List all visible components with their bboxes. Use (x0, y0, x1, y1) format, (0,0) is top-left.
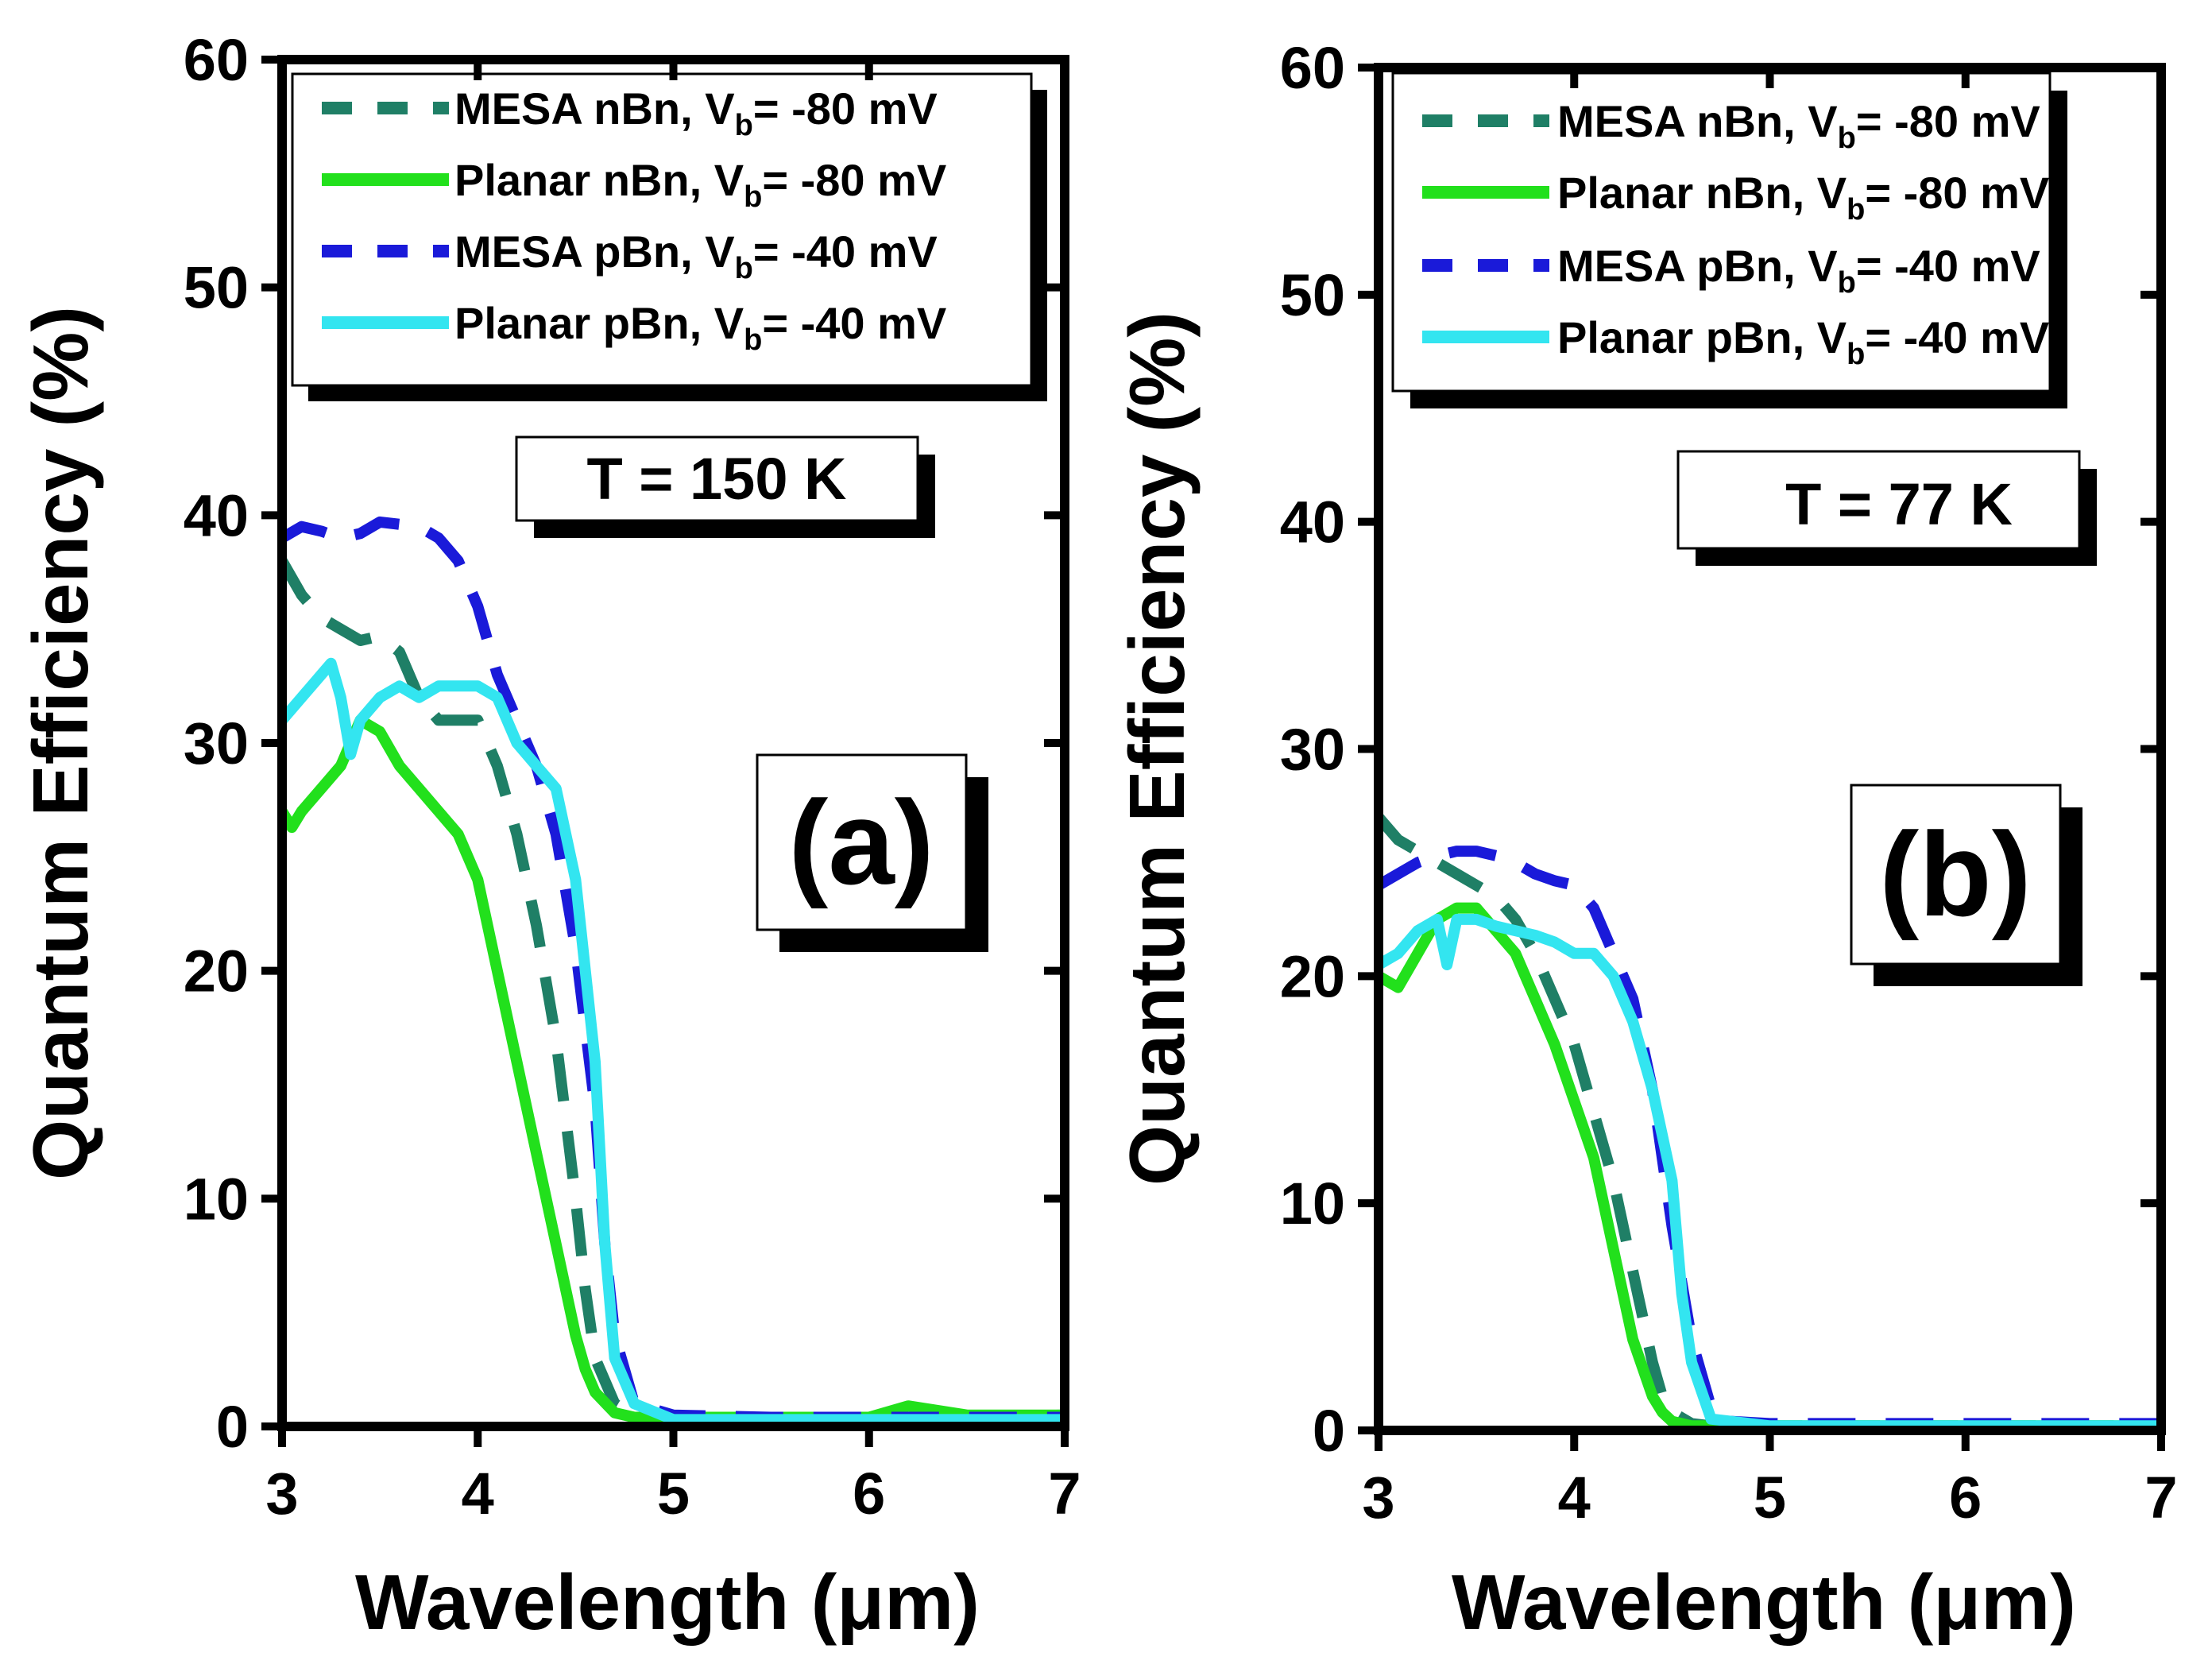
y-tick-label: 0 (1313, 1398, 1345, 1464)
legend-label-value: = -40 mV (753, 226, 938, 277)
x-tick-label: 6 (853, 1461, 885, 1527)
legend-box (291, 72, 1033, 387)
legend-label-subscript: b (735, 252, 753, 285)
legend-label-main: MESA pBn, V (454, 226, 735, 277)
y-tick-label: 50 (1280, 262, 1345, 328)
x-tick-label: 7 (1048, 1461, 1081, 1527)
legend-label-value: = -40 mV (762, 298, 946, 348)
y-tick-label: 30 (1280, 717, 1345, 783)
y-axis-title: Quantum Efficiency (%) (17, 306, 104, 1180)
x-axis-title: Wavelength (μm) (355, 1558, 980, 1646)
y-tick-label: 30 (184, 710, 249, 776)
x-tick-label: 5 (1754, 1465, 1786, 1531)
legend-label-main: MESA nBn, V (1557, 96, 1838, 146)
legend-label-main: Planar pBn, V (1557, 312, 1847, 362)
panel-label-box: (a) (756, 753, 988, 952)
panel-label-frame (1850, 784, 2062, 966)
x-tick-label: 5 (657, 1461, 690, 1527)
y-tick-label: 10 (1280, 1171, 1345, 1237)
legend-label-subscript: b (744, 180, 762, 214)
panel-label: (a) (788, 776, 934, 909)
series-group (282, 516, 1065, 1426)
legend-label-main: Planar pBn, V (454, 298, 744, 348)
x-tick-label: 3 (1362, 1465, 1394, 1531)
panel-label-box: (b) (1850, 784, 2082, 986)
x-tick-label: 3 (265, 1461, 298, 1527)
legend-label-value: = -40 mV (1856, 241, 2040, 291)
temperature-box (515, 435, 919, 522)
x-tick-label: 7 (2144, 1465, 2177, 1531)
legend-label-subscript: b (1838, 122, 1856, 155)
legend-label-main: Planar nBn, V (1557, 168, 1847, 218)
legend-label-subscript: b (735, 109, 753, 142)
legend-label: Planar nBn, Vb= -80 mV (454, 155, 946, 214)
legend-label: MESA pBn, Vb= -40 mV (454, 226, 938, 285)
legend-label-main: Planar nBn, V (454, 155, 744, 205)
temperature-label: T = 150 K (586, 446, 846, 512)
series-line-mesa-pbn (1379, 846, 2161, 1430)
temperature-box (1676, 450, 2081, 550)
y-tick-label: 10 (184, 1166, 249, 1232)
y-tick-label: 20 (1280, 943, 1345, 1009)
legend-label-value: = -40 mV (1865, 312, 2049, 362)
legend-label-value: = -80 mV (762, 155, 946, 205)
y-tick-label: 40 (184, 482, 249, 548)
x-tick-label: 6 (1949, 1465, 1982, 1531)
temperature-label: T = 77 K (1785, 471, 2013, 537)
legend-label: MESA pBn, Vb= -40 mV (1557, 241, 2040, 300)
legend-label: MESA nBn, Vb= -80 mV (454, 83, 938, 142)
panel-label-frame (756, 753, 968, 931)
y-tick-label: 60 (1280, 35, 1345, 101)
y-tick-label: 60 (184, 27, 249, 93)
temperature-annotation: T = 150 K (515, 435, 935, 538)
y-tick-label: 40 (1280, 490, 1345, 555)
series-line-planar-pbn (282, 657, 1065, 1426)
panel-label: (b) (1879, 807, 2032, 941)
series-line-planar-pbn (1379, 913, 2161, 1430)
y-tick-label: 50 (184, 255, 249, 321)
y-tick-label: 20 (184, 939, 249, 1004)
y-tick-label: 0 (216, 1394, 249, 1460)
legend-label-value: = -80 mV (753, 83, 938, 134)
legend-label: Planar pBn, Vb= -40 mV (454, 298, 946, 357)
y-axis-title: Quantum Efficiency (%) (1113, 312, 1201, 1186)
legend-label-value: = -80 mV (1856, 96, 2040, 146)
temperature-annotation: T = 77 K (1676, 450, 2097, 566)
x-tick-label: 4 (462, 1461, 494, 1527)
x-tick-label: 4 (1558, 1465, 1591, 1531)
x-axis-title: Wavelength (μm) (1452, 1558, 2076, 1646)
legend-label-subscript: b (1838, 266, 1856, 300)
legend-label-value: = -80 mV (1865, 168, 2049, 218)
legend-label: Planar pBn, Vb= -40 mV (1557, 312, 2049, 371)
legend-label-subscript: b (1847, 338, 1865, 371)
legend-label-main: MESA pBn, V (1557, 241, 1838, 291)
legend-label: MESA nBn, Vb= -80 mV (1557, 96, 2040, 155)
legend-label-main: MESA nBn, V (454, 83, 735, 134)
legend-label-subscript: b (744, 323, 762, 357)
legend-label-subscript: b (1847, 193, 1865, 226)
legend-label: Planar nBn, Vb= -80 mV (1557, 168, 2049, 226)
